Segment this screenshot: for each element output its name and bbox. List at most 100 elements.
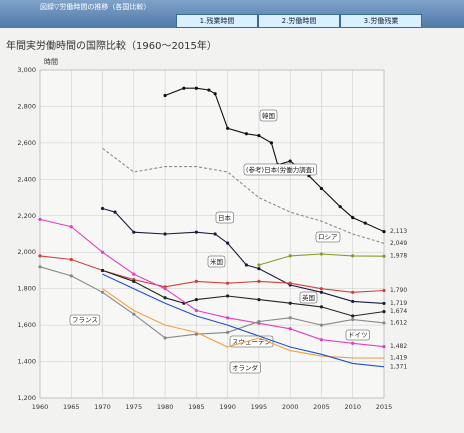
value-label: 1,371 [390,363,407,370]
x-tick-label: 1980 [157,403,174,411]
point [244,132,248,136]
point [319,290,324,294]
point [319,323,324,327]
chart: 年間実労働時間の国際比較（1960～2015年） 時間 1,200 1,400 1,… [0,28,464,433]
series-name: 米国 [210,257,223,266]
tab[interactable]: 2.労働時間 [258,14,340,28]
point [132,272,136,276]
series-name: ロシア [318,233,338,241]
point [132,279,136,283]
y-tick-label: 2,800 [17,102,36,110]
point [163,336,167,340]
series-name: ドイツ [348,331,368,339]
x-tick-label: 1970 [94,403,111,411]
point [113,210,117,214]
y-tick-label: 1,600 [17,321,36,329]
x-tick-label: 2010 [344,403,361,411]
series-name-box [207,255,226,268]
point [194,332,198,336]
x-tick-label: 1960 [32,403,49,411]
x-tick-label: 1975 [126,403,143,411]
series-name: オランダ [232,363,259,372]
point [163,287,167,291]
series-name-box [299,291,318,304]
point [163,296,167,300]
point [382,230,386,234]
point [319,287,324,291]
point [226,316,230,320]
point [351,290,355,294]
point [226,241,230,245]
y-tick-label: 2,000 [17,248,36,256]
value-label: 1,482 [390,343,407,350]
point [288,316,292,320]
series-name: (参考)日本(労働力調査) [246,165,315,174]
point [288,281,292,285]
point [319,252,324,256]
point [382,254,386,258]
point [100,290,105,294]
point [288,159,292,163]
series-line [102,147,385,244]
series-name-box [259,109,278,122]
x-tick-label: 2005 [313,403,330,411]
series-line [102,288,385,359]
point [319,338,324,342]
series-name-box [243,163,317,176]
point [382,288,386,293]
point [213,232,217,236]
point [38,254,42,258]
series-name-box [215,211,234,224]
y-tick-label: 1,800 [17,285,36,293]
point [382,345,386,349]
point [194,279,198,283]
series-name-box [345,329,370,341]
point [288,301,292,305]
y-axis-label: 時間 [44,58,58,66]
point [257,298,261,302]
y-tick-label: 2,600 [17,139,36,147]
x-tick-label: 1985 [188,403,205,411]
value-label: 1,674 [390,308,407,315]
point [351,314,355,318]
point [269,141,274,145]
point [69,257,73,262]
series-name: フランス [72,316,98,324]
point [351,216,355,220]
tab[interactable]: 3.労働残業 [340,14,422,28]
point [319,305,324,309]
point [163,93,167,98]
point [257,279,261,283]
point [338,205,342,209]
value-label: 2,113 [390,228,407,235]
point [288,327,292,331]
point [382,310,386,314]
point [382,321,386,325]
x-tick-label: 1990 [219,403,236,411]
value-label: 1,612 [390,319,407,326]
point [319,186,324,191]
point [226,281,230,285]
point [100,250,105,254]
point [226,330,230,334]
point [363,221,367,225]
tab[interactable]: 1.残業時間 [176,14,258,28]
value-label: 2,049 [390,240,407,247]
point [351,254,355,258]
point [351,341,355,345]
point [351,318,355,322]
point [132,230,136,234]
point [226,126,230,130]
series-name-box [69,314,101,326]
point [163,232,167,236]
series-name-box [315,231,341,243]
series-name-box [229,361,261,374]
point [38,265,42,269]
point [194,230,198,234]
series-name: 韓国 [262,111,275,120]
series-name: 日本 [218,213,232,222]
point [351,299,355,304]
point [100,268,105,273]
y-tick-label: 1,200 [17,394,36,402]
